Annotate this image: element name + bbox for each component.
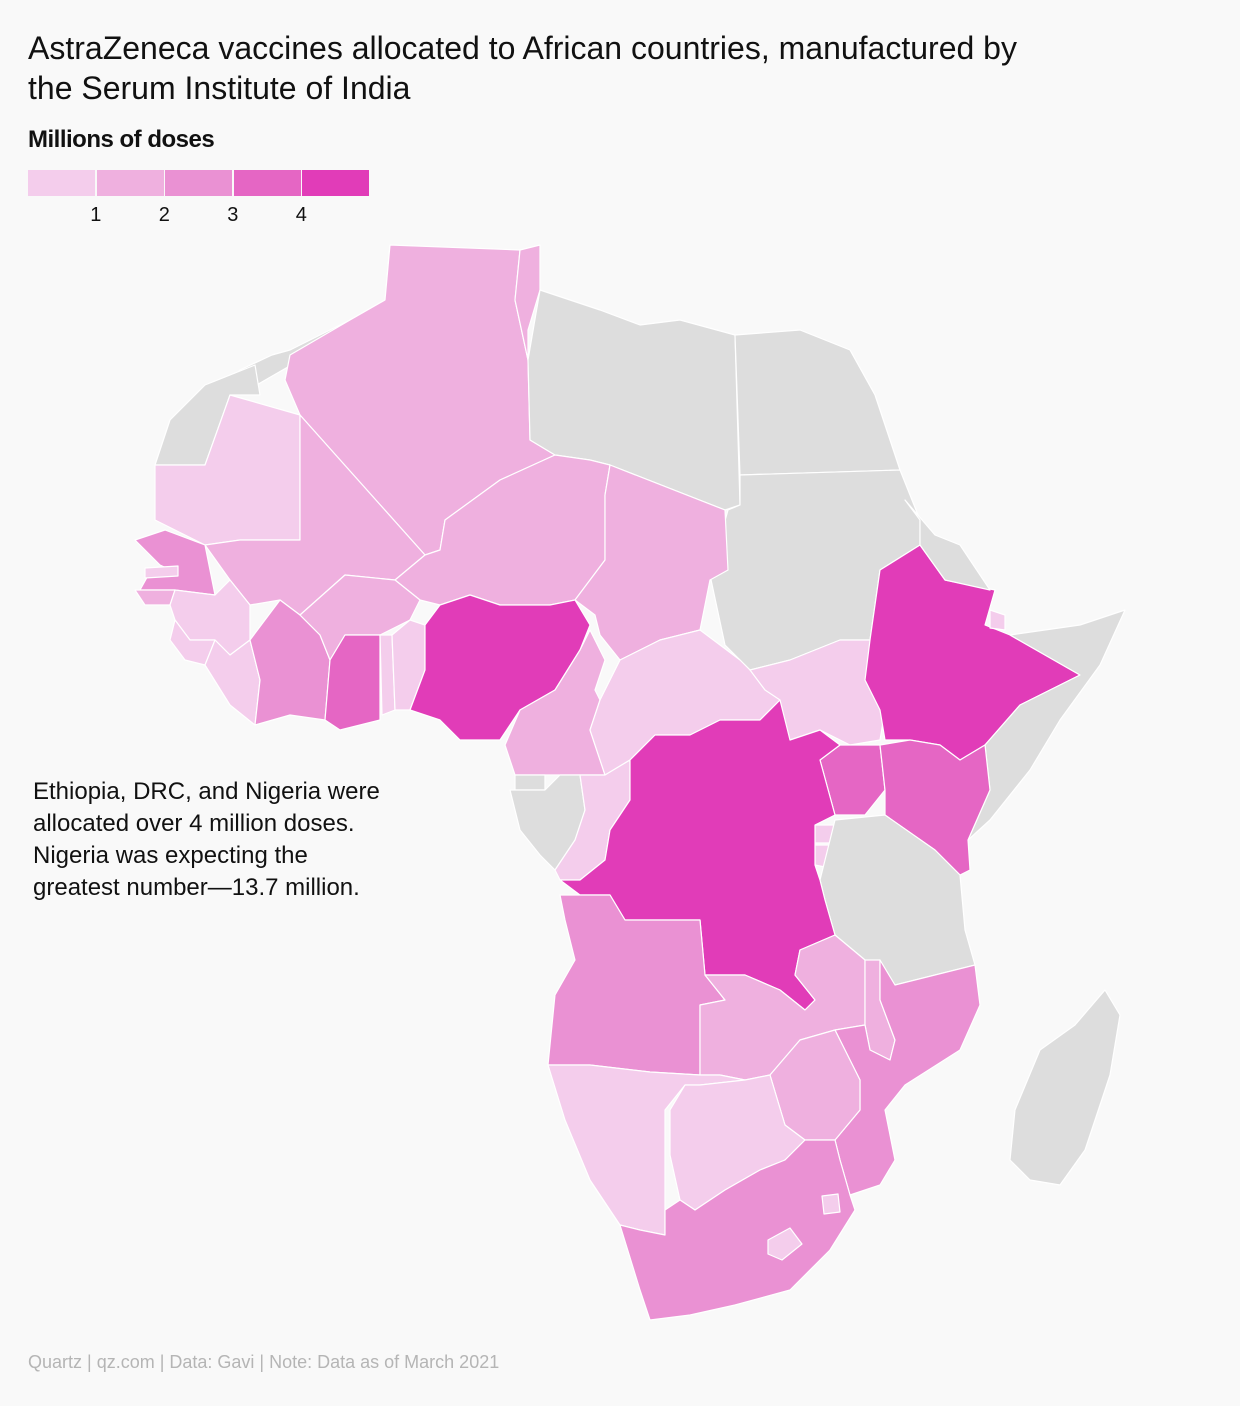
legend-tick-4: 4 bbox=[295, 204, 307, 226]
legend-tick-3: 3 bbox=[227, 204, 239, 226]
legend-title: Millions of doses bbox=[28, 126, 215, 153]
annotation-line-2: allocated over 4 million doses. bbox=[33, 810, 355, 837]
country-gambia: Gambia bbox=[144, 565, 179, 579]
africa-map-svg: MoroccoWestern SaharaAlgeriaTunisiaLibya… bbox=[134, 244, 1126, 1321]
legend-tick-2: 2 bbox=[158, 204, 170, 226]
country-ghana: Ghana bbox=[324, 634, 381, 731]
chart-title-line-2: the Serum Institute of India bbox=[28, 70, 411, 106]
legend-tick-1: 1 bbox=[90, 204, 102, 226]
chart-title: AstraZeneca vaccines allocated to Africa… bbox=[28, 28, 1208, 108]
country-madagascar: Madagascar bbox=[1009, 989, 1121, 1186]
annotation: Ethiopia, DRC, and Nigeria were allocated… bbox=[33, 776, 473, 904]
footer-source: Quartz | qz.com | Data: Gavi | Note: Dat… bbox=[28, 1352, 500, 1372]
chart-title-line-1: AstraZeneca vaccines allocated to Africa… bbox=[28, 30, 1017, 66]
legend-swatch-2 bbox=[165, 170, 232, 196]
annotation-line-4: greatest number—13.7 million. bbox=[33, 874, 360, 901]
legend-swatch-1 bbox=[96, 170, 164, 196]
country-somalia: Somalia bbox=[967, 609, 1126, 841]
annotation-line-1: Ethiopia, DRC, and Nigeria were bbox=[33, 778, 380, 805]
country-eritrea: Eritrea bbox=[904, 499, 991, 591]
country-guinea-bissau: Guinea-Bissau bbox=[134, 589, 176, 606]
country-angola: Angola bbox=[547, 894, 726, 1076]
country-liberia: Liberia bbox=[204, 639, 261, 726]
map: MoroccoWestern SaharaAlgeriaTunisiaLibya… bbox=[0, 240, 1240, 1340]
country-eswatini: Eswatini bbox=[821, 1193, 841, 1215]
country-djibouti: Djibouti bbox=[989, 609, 1006, 631]
country-south-africa: South Africa bbox=[619, 1139, 856, 1321]
country-equatorial-guinea: Equatorial Guinea bbox=[514, 774, 546, 791]
annotation-line-3: Nigeria was expecting the bbox=[33, 842, 308, 869]
legend-swatch-4 bbox=[302, 170, 369, 196]
legend: 1 2 3 4 bbox=[28, 170, 369, 230]
legend-swatch-0 bbox=[28, 170, 95, 196]
country-burkina-faso: Burkina Faso bbox=[299, 574, 421, 661]
country-lesotho: Lesotho bbox=[767, 1227, 803, 1261]
country-egypt: Egypt bbox=[734, 329, 901, 476]
legend-swatch-3 bbox=[233, 170, 301, 196]
country-tunisia: Tunisia bbox=[514, 244, 541, 361]
